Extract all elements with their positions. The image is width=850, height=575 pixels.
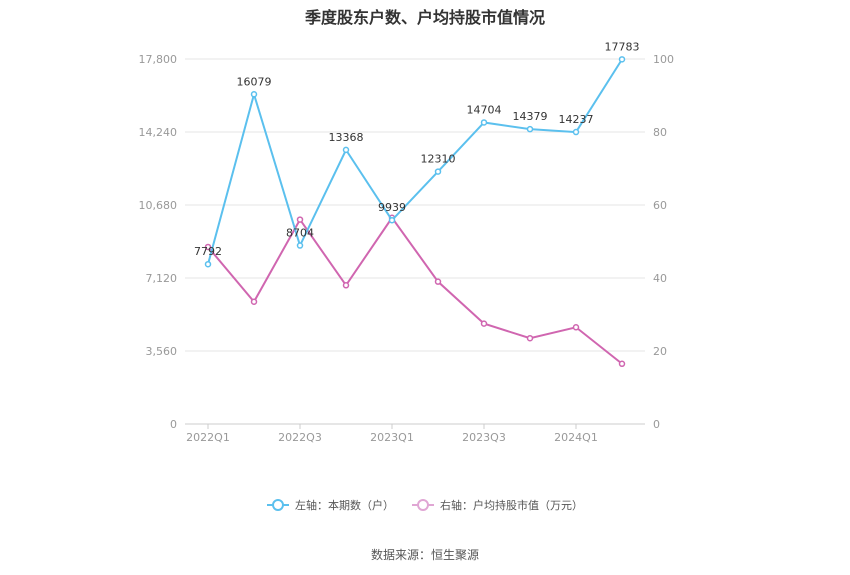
data-labels: 7792 16079 8704 13368 9939 12310 14704 14379 142… [194, 40, 640, 258]
left-axis-tick-label: 3,560 [146, 345, 178, 358]
data-label: 14237 [559, 113, 594, 126]
x-axis-ticks: 2022Q1 2022Q3 2023Q1 2023Q3 2024Q1 [186, 424, 598, 444]
left-axis-ticks: 0 3,560 7,120 10,680 14,240 17,800 [139, 53, 178, 431]
data-source: 数据来源：恒生聚源 [370, 548, 479, 562]
left-series-line [207, 58, 623, 265]
right-series-point [250, 298, 258, 305]
right-series-point [434, 278, 442, 285]
right-axis-tick-label: 100 [653, 53, 674, 66]
left-axis-tick-label: 0 [170, 418, 177, 431]
right-axis-tick-label: 0 [653, 418, 660, 431]
data-label: 8704 [286, 227, 314, 240]
right-series-point [572, 324, 580, 331]
left-series-point [342, 146, 350, 154]
left-series-point [296, 242, 304, 249]
legend-label-right: 右轴：户均持股市值（万元） [440, 499, 583, 512]
right-series-line [207, 216, 623, 365]
data-label: 12310 [421, 153, 456, 166]
left-series-point [204, 260, 212, 268]
legend-item-left[interactable]: 左轴：本期数（户） [267, 497, 394, 513]
data-label: 7792 [194, 245, 222, 258]
left-series-point [480, 119, 488, 126]
data-label: 14379 [513, 110, 548, 123]
legend-item-right[interactable]: 右轴：户均持股市值（万元） [412, 497, 583, 513]
left-axis-tick-label: 7,120 [146, 272, 178, 285]
data-label: 16079 [237, 75, 272, 88]
right-series-point [204, 243, 212, 251]
data-label: 9939 [378, 201, 406, 214]
left-series-point [388, 216, 396, 224]
chart-title: 季度股东户数、户均持股市值情况 [304, 8, 545, 27]
right-series-point [618, 360, 626, 368]
grid-lines [185, 58, 645, 425]
left-series-point [618, 56, 626, 63]
legend-swatch-left [267, 499, 289, 511]
left-axis-tick-label: 14,240 [139, 126, 178, 139]
legend-swatch-right [412, 499, 434, 511]
right-axis-tick-label: 60 [653, 199, 667, 212]
right-series-point [526, 334, 534, 342]
left-axis-tick-label: 10,680 [139, 199, 178, 212]
right-axis-tick-label: 20 [653, 345, 667, 358]
right-axis-tick-label: 80 [653, 126, 667, 139]
left-series-point [434, 168, 442, 175]
legend-label-left: 左轴：本期数（户） [295, 499, 394, 512]
data-label: 13368 [329, 131, 364, 144]
right-series-point [296, 216, 304, 223]
left-series-point [526, 125, 534, 133]
data-label: 17783 [605, 40, 640, 53]
x-tick-label: 2024Q1 [554, 431, 598, 444]
data-label: 14704 [467, 103, 502, 116]
left-series-point [572, 128, 580, 136]
series-group [204, 56, 626, 368]
x-tick-label: 2023Q3 [462, 431, 506, 444]
right-axis-tick-label: 40 [653, 272, 667, 285]
right-series-point [342, 282, 350, 289]
right-axis-ticks: 0 20 40 60 80 100 [653, 53, 674, 431]
legend: 左轴：本期数（户） 右轴：户均持股市值（万元） [0, 497, 850, 513]
left-axis-tick-label: 17,800 [139, 53, 178, 66]
right-series-point [480, 320, 488, 327]
x-tick-label: 2022Q3 [278, 431, 322, 444]
x-tick-label: 2022Q1 [186, 431, 230, 444]
left-series-point [250, 91, 258, 98]
x-tick-label: 2023Q1 [370, 431, 414, 444]
